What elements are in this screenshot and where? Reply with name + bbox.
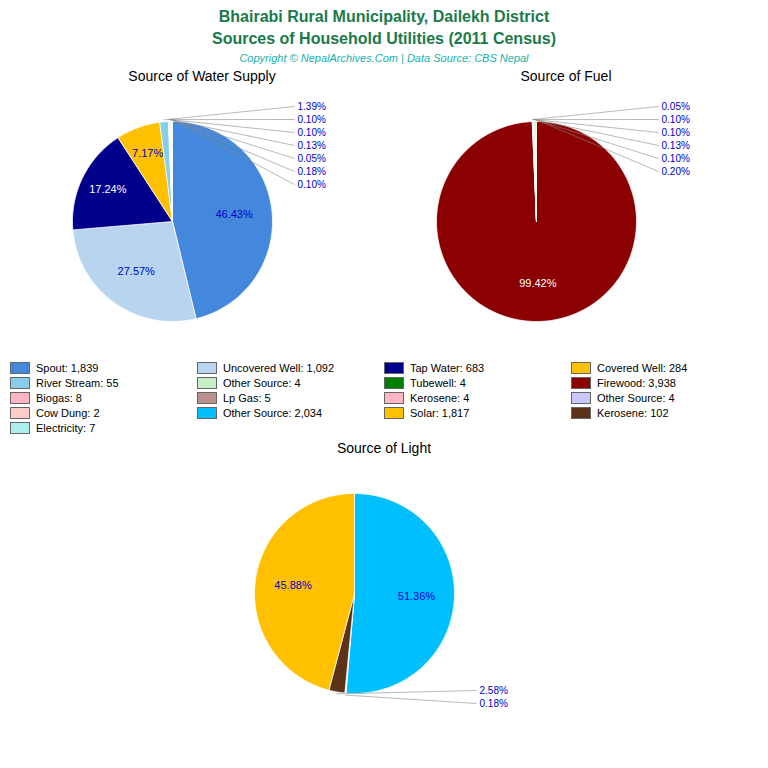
html-text:Source of Fuel: Source of Fuel [520, 68, 612, 85]
html-text:Tap Water: 683: Tap Water: 683 [410, 362, 485, 375]
html-text:Source of Water Supply: Source of Water Supply [128, 68, 276, 85]
svg-text:7.17%: 7.17% [132, 148, 163, 160]
svg-text:0.10%: 0.10% [298, 114, 326, 125]
svg-text:2.58%: 2.58% [480, 685, 508, 696]
html-text:Sources of Household Utilities: Sources of Household Utilities (2011 Cen… [212, 29, 556, 47]
html-text:Covered Well: 284: Covered Well: 284 [597, 362, 688, 375]
html-text:Kerosene: 102: Kerosene: 102 [597, 407, 669, 420]
html-text:Tubewell: 4: Tubewell: 4 [410, 377, 466, 390]
svg-text:46.43%: 46.43% [215, 208, 253, 220]
svg-text:51.36%: 51.36% [398, 590, 436, 602]
html-text:Bhairabi Rural Municipality, D: Bhairabi Rural Municipality, Dailekh Dis… [218, 8, 550, 25]
html-text:Solar: 1,817: Solar: 1,817 [410, 407, 470, 420]
svg-text:1.39%: 1.39% [298, 101, 326, 112]
html-text:Biogas: 8: Biogas: 8 [36, 392, 82, 405]
svg-text:0.13%: 0.13% [662, 140, 690, 151]
html-text:Other Source: 2,034: Other Source: 2,034 [223, 407, 323, 420]
html-text:Copyright © NepalArchives.Com: Copyright © NepalArchives.Com | Data Sou… [239, 52, 529, 65]
html-text:Spout: 1,839: Spout: 1,839 [36, 362, 99, 375]
svg-text:17.24%: 17.24% [89, 184, 127, 196]
html-text:River Stream: 55: River Stream: 55 [36, 377, 119, 390]
html-text:Uncovered Well: 1,092: Uncovered Well: 1,092 [223, 362, 335, 375]
svg-text:0.18%: 0.18% [298, 166, 326, 177]
svg-text:0.10%: 0.10% [662, 153, 690, 164]
html-text:Lp Gas: 5: Lp Gas: 5 [223, 392, 271, 405]
svg-text:0.10%: 0.10% [298, 127, 326, 138]
svg-text:0.18%: 0.18% [480, 698, 508, 709]
html-text:Kerosene: 4: Kerosene: 4 [410, 392, 470, 405]
svg-text:0.10%: 0.10% [662, 114, 690, 125]
html-text:Cow Dung: 2: Cow Dung: 2 [36, 407, 100, 420]
html-text:Source of Light: Source of Light [336, 440, 432, 457]
html-text:Firewood: 3,938: Firewood: 3,938 [597, 377, 676, 390]
svg-text:0.13%: 0.13% [298, 140, 326, 151]
html-text:Other Source: 4: Other Source: 4 [223, 377, 301, 390]
svg-text:99.42%: 99.42% [519, 277, 557, 289]
svg-text:0.20%: 0.20% [662, 166, 690, 177]
svg-text:27.57%: 27.57% [118, 266, 156, 278]
svg-text:0.05%: 0.05% [662, 101, 690, 112]
html-text:Other Source: 4: Other Source: 4 [597, 392, 675, 405]
svg-text:0.10%: 0.10% [662, 127, 690, 138]
svg-text:0.10%: 0.10% [298, 179, 326, 190]
svg-text:0.05%: 0.05% [298, 153, 326, 164]
svg-text:45.88%: 45.88% [274, 579, 312, 591]
html-text:Electricity: 7: Electricity: 7 [36, 422, 96, 435]
